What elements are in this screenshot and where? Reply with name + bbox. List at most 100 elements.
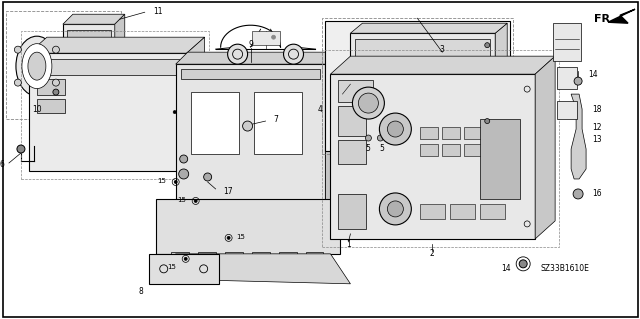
Text: FR.: FR.	[594, 14, 614, 24]
Bar	[339, 194, 367, 229]
Text: 5: 5	[379, 144, 384, 152]
Bar	[67, 30, 111, 42]
Bar	[420, 144, 438, 156]
Circle shape	[174, 181, 177, 183]
Text: 15: 15	[177, 197, 186, 203]
Circle shape	[519, 260, 527, 268]
Text: 2: 2	[430, 249, 435, 258]
Bar	[156, 199, 340, 254]
Bar	[67, 30, 111, 42]
Circle shape	[271, 35, 276, 39]
Bar	[253, 92, 301, 154]
Circle shape	[228, 44, 248, 64]
Polygon shape	[63, 14, 125, 24]
Polygon shape	[326, 52, 337, 204]
Polygon shape	[608, 9, 635, 23]
Bar	[323, 18, 513, 154]
Circle shape	[484, 43, 490, 48]
Bar	[486, 144, 504, 156]
Bar	[37, 59, 179, 75]
Circle shape	[387, 121, 403, 137]
Bar	[339, 80, 373, 102]
Bar	[328, 23, 508, 149]
Bar	[278, 252, 296, 262]
Circle shape	[573, 189, 583, 199]
Polygon shape	[156, 254, 351, 284]
Text: 10: 10	[32, 105, 42, 114]
Polygon shape	[351, 23, 508, 33]
Circle shape	[17, 145, 25, 153]
Bar	[351, 33, 495, 133]
Text: 15: 15	[157, 178, 166, 184]
Text: 15: 15	[167, 264, 176, 270]
Circle shape	[243, 121, 253, 131]
Bar	[180, 69, 321, 79]
Bar	[451, 204, 476, 219]
Circle shape	[387, 201, 403, 217]
Ellipse shape	[16, 36, 58, 96]
Text: 16: 16	[592, 189, 602, 198]
Bar	[480, 119, 520, 199]
Bar	[326, 21, 510, 151]
Bar	[355, 39, 490, 63]
Circle shape	[52, 46, 60, 53]
Bar	[21, 31, 209, 179]
Circle shape	[227, 236, 230, 239]
Ellipse shape	[22, 44, 52, 89]
Bar	[355, 39, 490, 63]
Text: 13: 13	[592, 135, 602, 144]
Bar	[332, 76, 533, 237]
Text: 8: 8	[139, 287, 144, 296]
Text: 14: 14	[588, 70, 598, 78]
Circle shape	[184, 257, 187, 260]
Bar	[31, 55, 185, 169]
Bar	[396, 88, 460, 113]
Bar	[460, 58, 488, 113]
Text: 12: 12	[592, 122, 602, 131]
Bar	[486, 127, 504, 139]
Text: 7: 7	[273, 115, 278, 123]
Text: 9: 9	[248, 40, 253, 49]
Bar	[557, 101, 577, 119]
Text: 14: 14	[502, 264, 511, 273]
Circle shape	[365, 135, 371, 141]
Bar	[339, 140, 367, 164]
Ellipse shape	[28, 52, 46, 80]
Text: 17: 17	[223, 188, 233, 197]
Bar	[151, 256, 216, 282]
Bar	[464, 144, 482, 156]
Bar	[460, 58, 488, 113]
Polygon shape	[330, 56, 555, 74]
Text: 11: 11	[153, 7, 162, 16]
Bar	[464, 127, 482, 139]
Circle shape	[52, 79, 60, 86]
Text: 5: 5	[365, 144, 370, 152]
Bar	[420, 204, 445, 219]
Text: 3: 3	[440, 45, 445, 54]
Bar	[157, 201, 339, 252]
Circle shape	[179, 169, 189, 179]
Text: 18: 18	[592, 105, 602, 114]
Bar	[405, 69, 426, 83]
Bar	[355, 69, 376, 83]
Bar	[252, 252, 269, 262]
Circle shape	[173, 111, 176, 114]
Circle shape	[204, 173, 212, 181]
Bar	[557, 67, 577, 89]
Circle shape	[14, 46, 21, 53]
Bar	[339, 106, 367, 136]
Bar	[225, 252, 243, 262]
Circle shape	[378, 135, 383, 141]
Bar	[339, 106, 367, 136]
Bar	[442, 144, 460, 156]
Polygon shape	[115, 14, 125, 94]
Circle shape	[180, 155, 188, 163]
Circle shape	[574, 77, 582, 85]
Circle shape	[484, 119, 490, 123]
Circle shape	[53, 89, 59, 95]
Bar	[455, 69, 476, 83]
Bar	[37, 59, 179, 75]
Bar	[330, 74, 535, 239]
Bar	[191, 92, 239, 154]
Text: 6: 6	[0, 160, 4, 169]
